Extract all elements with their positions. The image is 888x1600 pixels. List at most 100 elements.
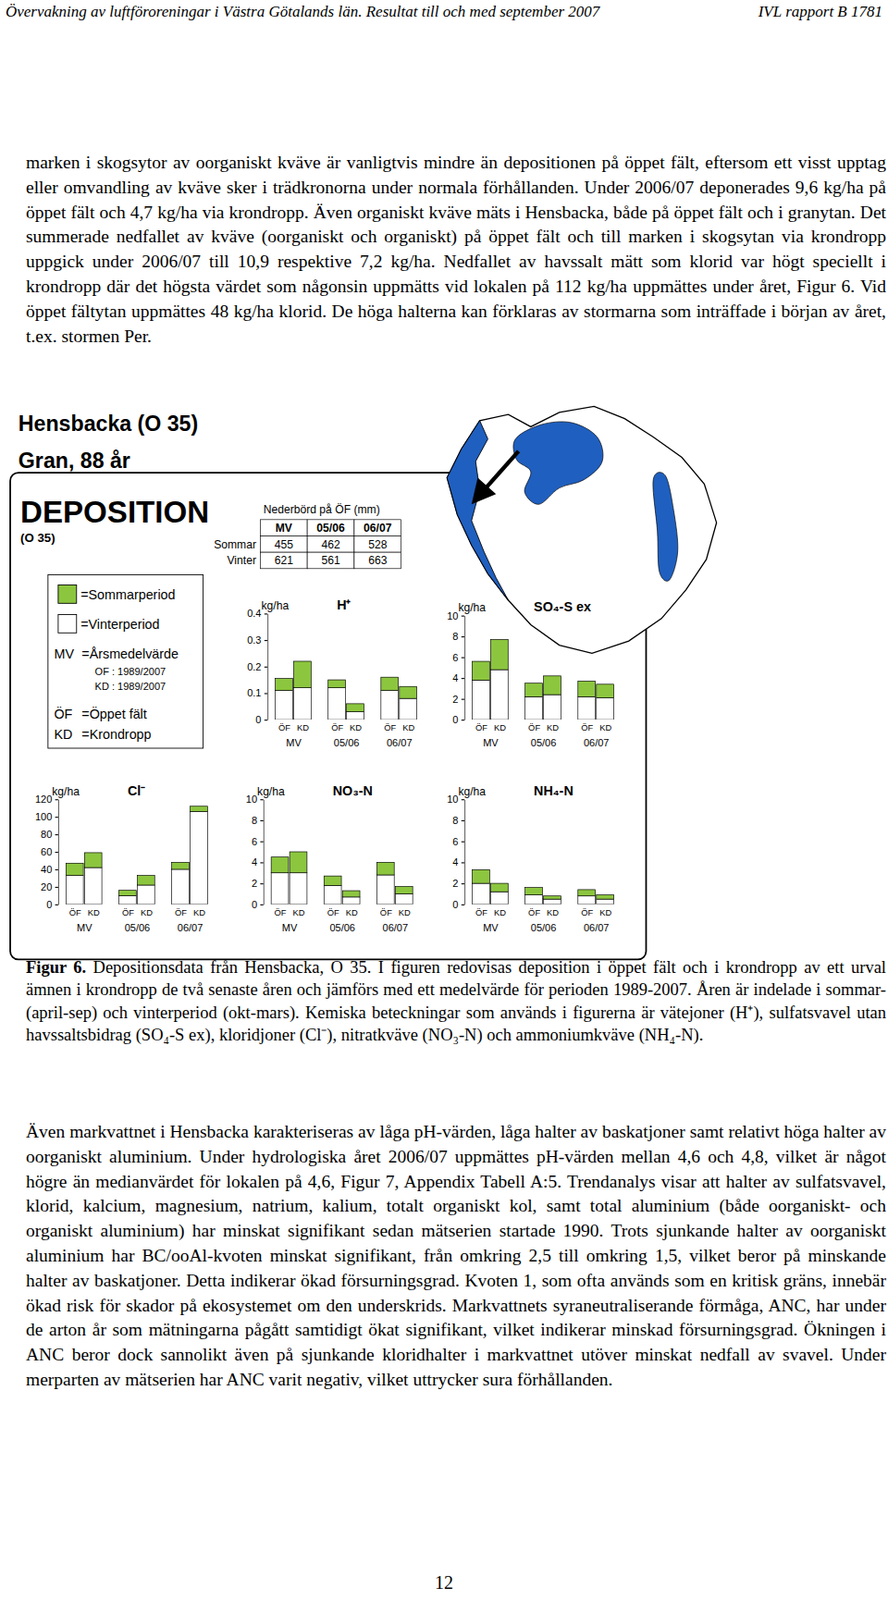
y-tick: 100: [35, 811, 59, 823]
y-tick-mark: [259, 862, 263, 864]
bar: [190, 811, 209, 904]
table-value: 462: [320, 538, 340, 552]
site-title: Hensbacka (O 35): [18, 411, 198, 436]
group-tick: 06/07: [382, 922, 409, 934]
y-tick-mark: [461, 636, 465, 638]
bar: [118, 895, 136, 904]
table-cell: [354, 552, 402, 569]
x-tick-label: ÖF: [380, 908, 393, 918]
y-tick-label: 80: [40, 828, 52, 840]
legend-period: OF : 1989/2007: [95, 666, 167, 678]
x-tick: KD: [493, 723, 506, 733]
caption-text: Depositionsdata från Hensbacka, O 35. I …: [25, 958, 887, 1045]
y-tick-label: 10: [446, 793, 458, 805]
y-tick-label: 6: [452, 836, 458, 848]
y-tick-mark: [461, 904, 465, 906]
table-header: 05/06: [316, 521, 346, 535]
y-axis-title: kg/ha: [257, 785, 285, 799]
bar: [596, 895, 615, 901]
y-tick: 0.1: [246, 687, 268, 699]
y-tick: 2: [452, 693, 465, 705]
y-tick-label: 4: [452, 856, 458, 868]
legend-swatch-winter: [58, 614, 77, 633]
y-axis-title: kg/ha: [457, 785, 486, 799]
y-tick-label: 2: [251, 877, 258, 889]
group-label: 06/07: [382, 922, 409, 934]
x-tick: ÖF: [383, 723, 396, 733]
y-tick-label: 0: [255, 714, 261, 726]
group-label: 05/06: [530, 922, 557, 934]
y-tick: 4: [452, 672, 465, 684]
running-header: Övervakning av luftföroreningar i Västra…: [5, 2, 600, 22]
y-tick-mark: [259, 904, 263, 906]
y-tick: 6: [452, 652, 465, 664]
x-axis: ÖFKDÖFKDÖFKD: [475, 723, 612, 733]
y-tick-label: 0: [452, 899, 458, 911]
y-tick-label: 0.3: [246, 634, 261, 646]
bar: [525, 888, 543, 896]
table-value: 621: [274, 554, 294, 568]
x-tick-label: KD: [546, 908, 559, 918]
x-tick-label: ÖF: [327, 908, 340, 918]
y-tick: 4: [452, 856, 465, 868]
paragraph: Även markvattnet i Hensbacka karakterise…: [25, 1120, 887, 1394]
y-axis-title: kg/ha: [260, 599, 289, 613]
bar: [294, 688, 312, 720]
group-tick: MV: [282, 922, 298, 934]
bar: [525, 696, 543, 720]
y-axis-line: [464, 616, 466, 721]
y-axis: 020406080100120: [35, 793, 60, 911]
y-tick-mark: [461, 883, 465, 885]
y-tick-mark: [461, 678, 465, 679]
group-axis: MV05/0606/07: [282, 922, 408, 934]
group-axis: MV05/0606/07: [482, 737, 609, 749]
bar: [294, 661, 312, 689]
bar: [346, 711, 365, 720]
y-tick: 40: [40, 863, 59, 876]
y-axis-line: [464, 800, 466, 906]
bar: [394, 887, 413, 895]
bar: [491, 669, 509, 720]
bar: [578, 680, 596, 697]
y-tick: 0.3: [246, 634, 268, 646]
legend-text: Krondropp: [89, 727, 152, 742]
table-cell: [307, 552, 355, 569]
chart: 0246810ÖFKDÖFKDÖFKDMV05/0606/07kg/haNO₃-…: [246, 783, 413, 934]
y-tick-label: 6: [251, 836, 258, 848]
x-tick: KD: [398, 908, 411, 918]
y-tick-label: 4: [452, 672, 458, 684]
bar: [342, 890, 360, 898]
group-tick: 05/06: [124, 922, 151, 934]
y-axis: 0246810: [246, 793, 264, 911]
bar: [172, 862, 190, 870]
y-tick-mark: [264, 719, 268, 721]
table-cell: [259, 535, 308, 553]
figure-title: DEPOSITION: [20, 494, 210, 530]
legend-equals: =: [80, 587, 88, 603]
bar: [472, 661, 491, 680]
y-tick-label: 4: [251, 856, 258, 868]
x-tick: ÖF: [174, 908, 187, 918]
bar: [472, 883, 491, 905]
x-axis: ÖFKDÖFKDÖFKD: [69, 908, 206, 918]
bar: [136, 885, 155, 905]
y-tick-mark: [264, 613, 268, 615]
y-axis-line: [58, 800, 60, 906]
y-tick-mark: [461, 841, 465, 843]
legend-text: Vinterperiod: [88, 616, 161, 632]
group-tick: 05/06: [333, 737, 360, 749]
chart-title: H⁺: [336, 597, 351, 613]
y-tick: 2: [452, 877, 465, 889]
group-label: MV: [76, 922, 93, 934]
y-tick-mark: [55, 799, 59, 801]
table-value: 455: [274, 538, 294, 552]
bar: [596, 899, 615, 905]
bar: [596, 697, 615, 720]
chart: 0246810ÖFKDÖFKDÖFKDMV05/0606/07kg/haSO₄-…: [446, 599, 614, 749]
y-tick-label: 0: [452, 714, 458, 726]
table-cell: [307, 535, 355, 553]
legend-entry: =Vinterperiod: [80, 616, 160, 632]
table-cell: [354, 519, 402, 537]
bar: [289, 873, 308, 905]
x-tick-label: KD: [193, 908, 206, 918]
